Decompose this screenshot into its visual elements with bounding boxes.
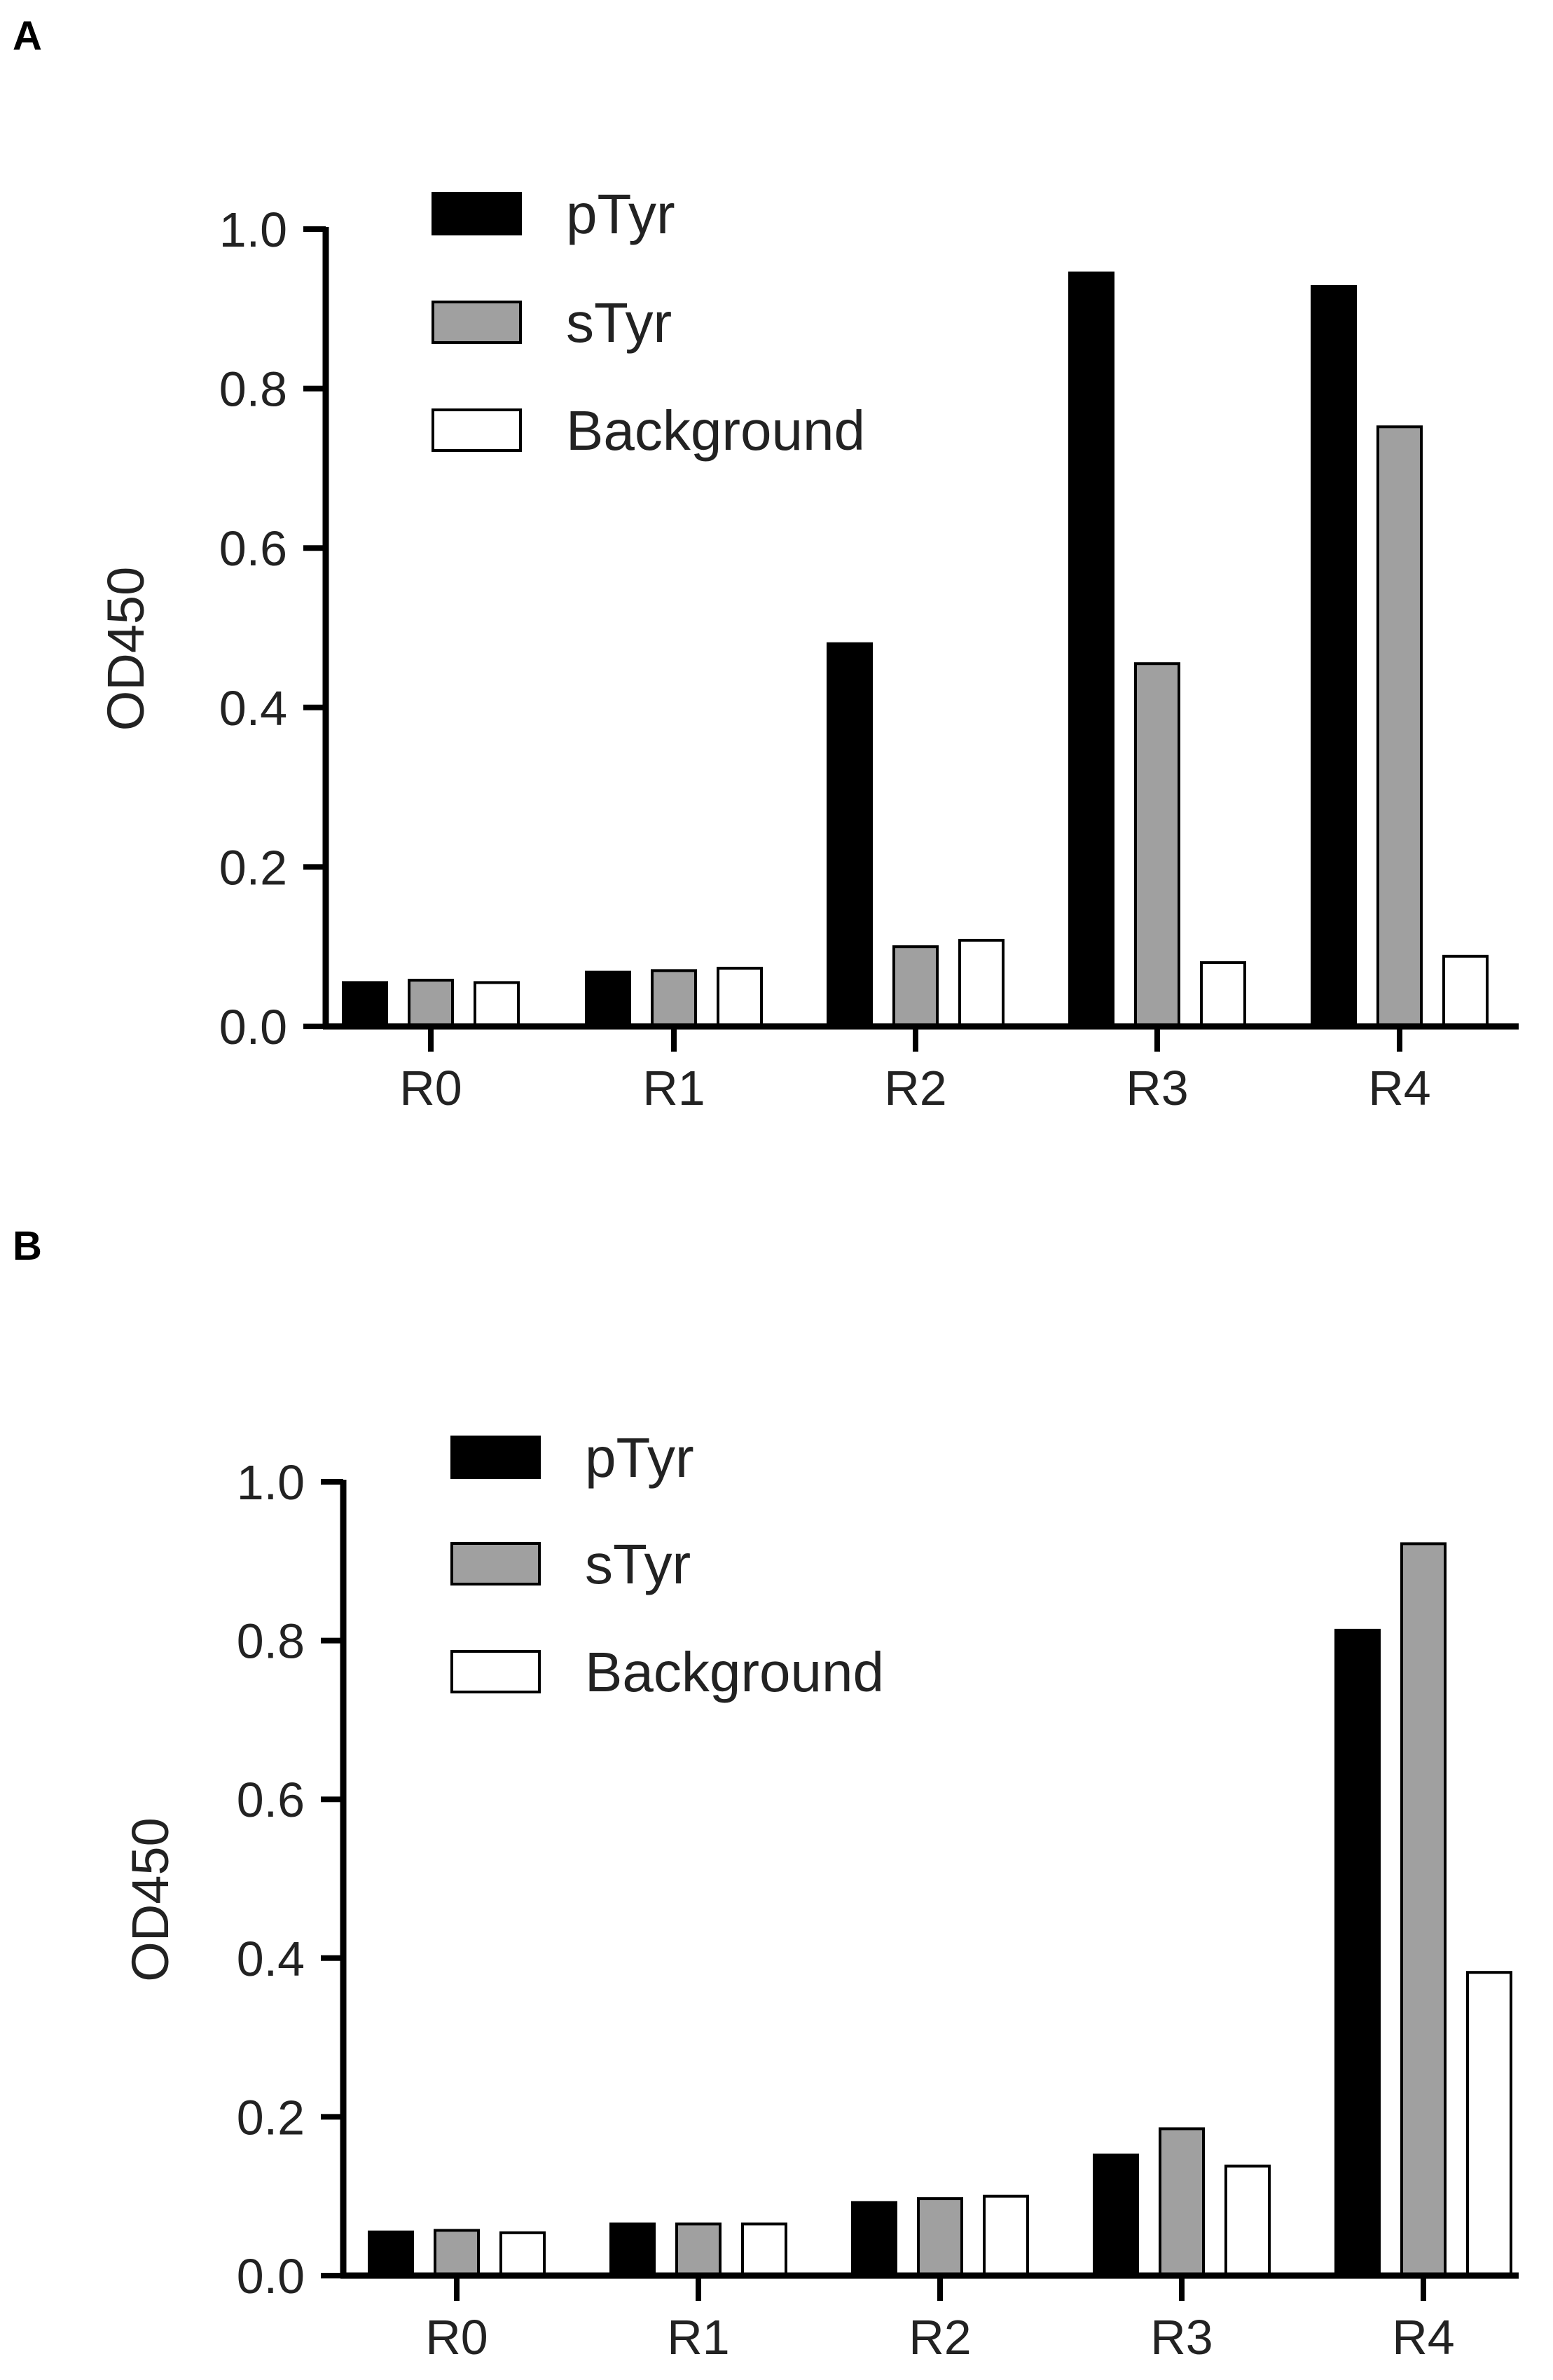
- y-tick-label: 0.8: [219, 362, 287, 417]
- bar-styr-r2: [917, 2197, 963, 2278]
- legend-swatch-background: [450, 1650, 541, 1693]
- x-tick-label-r0: R0: [399, 1061, 462, 1115]
- bar-background-r2: [983, 2194, 1029, 2277]
- bar-ptyr-r0: [368, 2230, 414, 2278]
- bar-styr-r1: [675, 2222, 722, 2277]
- x-tick-label-r3: R3: [1126, 1061, 1188, 1115]
- bar-background-r3: [1224, 2164, 1271, 2277]
- bar-ptyr-r3: [1068, 271, 1114, 1029]
- x-tick-label-r1: R1: [642, 1061, 705, 1115]
- y-tick-label: 1.0: [237, 1455, 305, 1510]
- bar-ptyr-r2: [827, 642, 873, 1028]
- bar-background-r1: [741, 2222, 787, 2277]
- y-tick-label: 0.0: [237, 2249, 305, 2304]
- bar-background-r4: [1466, 1971, 1512, 2278]
- chart-panel-a: 0.0 0.2 0.4 0.6 0.8 1.0 R0 R1 R2 R3 R4 OD450 pTyr sTy…: [97, 183, 1519, 1115]
- bar-styr-r4: [1376, 425, 1423, 1028]
- x-tick-label-r2: R2: [884, 1061, 946, 1115]
- x-tick-label-r3: R3: [1150, 2310, 1213, 2365]
- legend-swatch-styr: [450, 1542, 541, 1585]
- x-tick-label-r0: R0: [425, 2310, 488, 2365]
- y-tick-label: 0.2: [219, 840, 287, 895]
- y-tick-label: 0.4: [219, 681, 287, 736]
- legend-label-styr: sTyr: [566, 291, 672, 354]
- legend-label-ptyr: pTyr: [585, 1426, 694, 1489]
- legend-swatch-ptyr: [450, 1436, 541, 1479]
- panel-a-label: A: [13, 13, 42, 59]
- panel-b-label: B: [13, 1223, 42, 1269]
- bar-styr-r3: [1134, 662, 1180, 1028]
- legend-label-background: Background: [585, 1641, 884, 1703]
- y-tick-label: 0.2: [237, 2090, 305, 2145]
- bar-styr-r0: [408, 978, 454, 1028]
- y-tick-label: 0.6: [237, 1773, 305, 1827]
- bar-background-r0: [474, 981, 520, 1029]
- bar-background-r2: [958, 939, 1005, 1028]
- bar-background-r0: [499, 2231, 546, 2278]
- legend-swatch-background: [432, 408, 522, 452]
- legend-swatch-styr: [432, 301, 522, 344]
- bar-ptyr-r1: [585, 970, 631, 1028]
- y-tick-label: 1.0: [219, 202, 287, 257]
- y-tick-label: 0.8: [237, 1614, 305, 1669]
- bar-ptyr-r0: [342, 981, 388, 1029]
- y-axis-title: OD450: [121, 1817, 179, 1981]
- bar-styr-r4: [1400, 1542, 1447, 2277]
- y-tick-label: 0.4: [237, 1932, 305, 1986]
- x-tick-label-r2: R2: [909, 2310, 971, 2365]
- y-tick-label: 0.6: [219, 521, 287, 576]
- legend-swatch-ptyr: [432, 192, 522, 235]
- bar-styr-r1: [651, 969, 697, 1028]
- bar-background-r3: [1200, 961, 1246, 1028]
- legend-label-styr: sTyr: [585, 1533, 691, 1595]
- x-tick-label-r4: R4: [1368, 1061, 1430, 1115]
- x-tick-label-r1: R1: [667, 2310, 729, 2365]
- bar-styr-r0: [434, 2229, 480, 2277]
- chart-panel-b: 0.0 0.2 0.4 0.6 0.8 1.0 R0 R1 R2 R3 R4 OD450 pTyr sTy…: [121, 1426, 1519, 2365]
- bar-ptyr-r1: [609, 2222, 656, 2277]
- bar-ptyr-r3: [1093, 2153, 1139, 2277]
- legend-label-ptyr: pTyr: [566, 183, 675, 245]
- bar-ptyr-r2: [851, 2201, 897, 2277]
- y-tick-label: 0.0: [219, 1000, 287, 1054]
- bar-background-r4: [1442, 954, 1489, 1028]
- bar-background-r1: [717, 966, 763, 1029]
- bar-styr-r3: [1159, 2127, 1205, 2278]
- bar-ptyr-r4: [1334, 1628, 1381, 2278]
- legend-label-background: Background: [566, 399, 865, 462]
- y-axis-title: OD450: [97, 567, 155, 731]
- bar-ptyr-r4: [1311, 284, 1357, 1028]
- x-tick-label-r4: R4: [1392, 2310, 1454, 2365]
- bar-styr-r2: [892, 945, 939, 1028]
